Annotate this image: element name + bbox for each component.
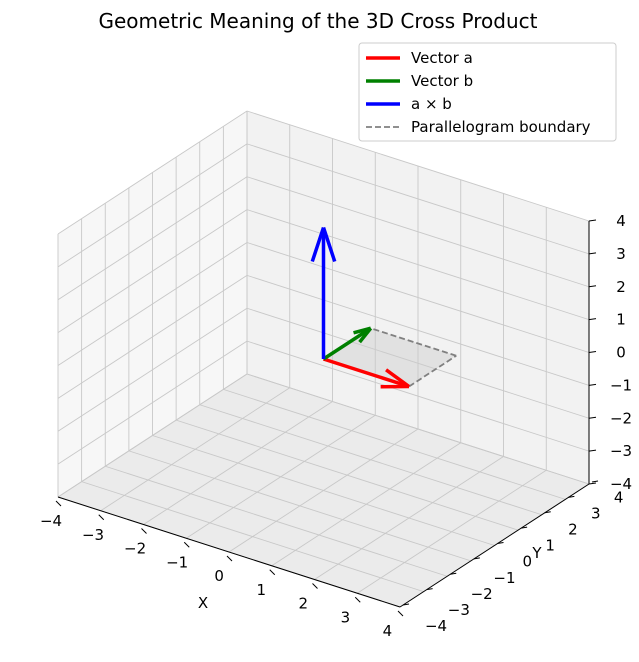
z-tick-label: 2 bbox=[616, 278, 626, 296]
y-tick-mark bbox=[568, 495, 575, 498]
grid-line bbox=[246, 373, 590, 485]
z-tick-mark bbox=[588, 285, 597, 288]
parallelogram-edge bbox=[408, 354, 457, 388]
parallelogram-edge bbox=[370, 327, 457, 357]
x-tick-label: −1 bbox=[166, 553, 188, 571]
cross-product-arrow-head bbox=[321, 226, 337, 263]
grid-line bbox=[57, 242, 248, 366]
y-axis-label: Y bbox=[531, 544, 542, 562]
y-tick-label: −4 bbox=[425, 617, 447, 635]
x-tick-mark bbox=[55, 500, 62, 507]
legend-label-vector-a: Vector a bbox=[411, 49, 473, 67]
x-axis-label: X bbox=[198, 594, 208, 612]
y-tick-mark bbox=[521, 526, 528, 529]
x-tick-label: −4 bbox=[40, 512, 62, 530]
x-tick-label: 4 bbox=[383, 622, 393, 640]
y-tick-label: 0 bbox=[523, 553, 533, 571]
vector-b-arrow-head bbox=[353, 326, 372, 335]
x-tick-mark bbox=[397, 610, 404, 617]
y-tick-mark bbox=[497, 542, 504, 544]
z-tick-label: 4 bbox=[616, 212, 626, 230]
grid-line bbox=[199, 404, 542, 516]
chart-title: Geometric Meaning of the 3D Cross Produc… bbox=[99, 9, 538, 33]
cross-product-arrow-head bbox=[310, 226, 326, 263]
grid-line bbox=[57, 176, 248, 301]
x-tick-mark bbox=[354, 596, 361, 603]
z-tick-label: −3 bbox=[610, 442, 632, 460]
legend: Vector a Vector b a × b Parallelogram bo… bbox=[358, 42, 617, 142]
grid-line bbox=[223, 388, 566, 500]
y-tick-label: −1 bbox=[493, 569, 515, 587]
legend-label-vector-b: Vector b bbox=[411, 72, 473, 90]
x-tick-mark bbox=[312, 583, 318, 589]
y-tick-label: 4 bbox=[614, 488, 624, 506]
x-tick-label: −3 bbox=[82, 526, 104, 544]
z-tick-mark bbox=[588, 383, 597, 386]
x-tick-label: 1 bbox=[256, 581, 266, 599]
z-tick-mark bbox=[588, 318, 597, 321]
x-axis-line bbox=[57, 496, 401, 608]
grid-line bbox=[246, 242, 590, 353]
z-tick-mark bbox=[588, 482, 597, 485]
vector-b-arrow bbox=[322, 326, 372, 361]
z-tick-label: −2 bbox=[610, 409, 632, 427]
grid-line bbox=[57, 143, 248, 268]
y-tick-mark bbox=[450, 572, 457, 575]
x-tick-mark bbox=[269, 569, 276, 576]
y-tick-mark bbox=[544, 511, 551, 514]
y-tick-label: 1 bbox=[545, 537, 555, 555]
grid-line bbox=[357, 469, 547, 594]
x-tick-label: 0 bbox=[214, 567, 224, 585]
y-tick-mark bbox=[591, 480, 599, 483]
grid-line bbox=[314, 456, 504, 580]
y-tick-mark bbox=[426, 588, 433, 591]
grid-lines bbox=[57, 110, 590, 608]
x-tick-mark bbox=[141, 528, 147, 534]
z-tick-mark bbox=[588, 219, 597, 222]
plot-marks bbox=[310, 226, 457, 389]
z-tick-mark bbox=[588, 252, 597, 255]
x-tick-label: 2 bbox=[299, 595, 309, 613]
z-tick-mark bbox=[588, 449, 597, 452]
grid-line bbox=[57, 209, 248, 334]
grid-line bbox=[246, 176, 590, 288]
z-tick-label: 3 bbox=[616, 245, 626, 263]
x-tick-mark bbox=[98, 514, 105, 521]
z-tick-label: −1 bbox=[610, 376, 632, 394]
z-tick-label: 0 bbox=[616, 344, 626, 362]
legend-label-parallelogram: Parallelogram boundary bbox=[411, 118, 591, 136]
parallelogram-fill bbox=[323, 328, 457, 387]
grid-line bbox=[152, 435, 495, 546]
z-tick-mark bbox=[588, 416, 597, 419]
y-tick-label: −2 bbox=[471, 585, 493, 603]
y-tick-label: −3 bbox=[448, 601, 470, 619]
grid-line bbox=[57, 110, 248, 235]
y-tick-label: 3 bbox=[591, 504, 601, 522]
y-tick-mark bbox=[473, 557, 480, 560]
vector-b-arrow-head bbox=[358, 327, 373, 344]
grid-line bbox=[175, 419, 519, 531]
x-tick-mark bbox=[183, 541, 190, 548]
x-tick-mark bbox=[226, 555, 233, 562]
y-tick-mark bbox=[402, 603, 410, 606]
z-tick-label: 1 bbox=[616, 311, 626, 329]
z-tick-label: −4 bbox=[610, 475, 632, 493]
grid-line bbox=[246, 143, 590, 255]
x-tick-label: 3 bbox=[341, 608, 351, 626]
vector-a-arrow bbox=[322, 357, 410, 389]
vector-a-arrow-head bbox=[385, 368, 411, 388]
y-axis-line bbox=[399, 483, 590, 608]
legend-label-cross-product: a × b bbox=[411, 95, 452, 113]
grid-line bbox=[271, 442, 461, 567]
y-tick-label: 2 bbox=[568, 521, 578, 539]
grid-line bbox=[246, 110, 590, 222]
legend-frame bbox=[358, 42, 617, 142]
x-tick-label: −2 bbox=[124, 540, 146, 558]
z-tick-mark bbox=[588, 351, 597, 353]
grid-line bbox=[246, 209, 590, 321]
